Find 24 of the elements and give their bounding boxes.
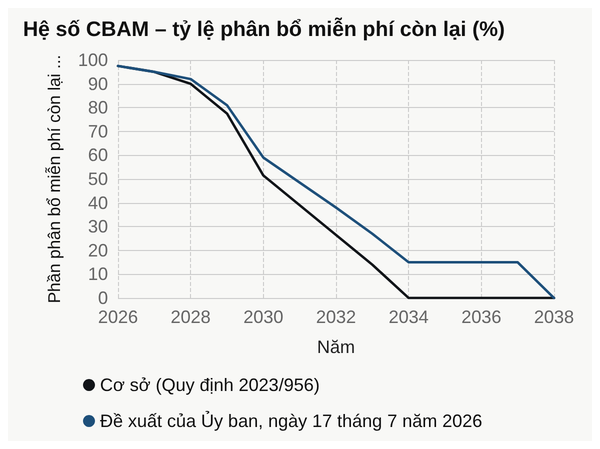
y-tick-label: 0 — [98, 288, 108, 308]
legend-label: Đề xuất của Ủy ban, ngày 17 tháng 7 năm 2026 — [100, 410, 482, 431]
legend-label: Cơ sở (Quy định 2023/956) — [100, 375, 320, 395]
y-tick-label: 60 — [88, 145, 108, 166]
x-axis-title: Năm — [316, 337, 356, 357]
y-tick-label: 100 — [78, 50, 108, 70]
y-tick-label: 80 — [88, 98, 108, 118]
y-tick-label: 10 — [88, 264, 108, 284]
y-tick-label: 90 — [88, 74, 108, 94]
x-tick-label: 2030 — [243, 307, 284, 327]
line-series — [116, 64, 556, 300]
y-tick-label: 30 — [88, 216, 108, 237]
x-tick-label: 2034 — [388, 307, 429, 327]
y-tick-label: 50 — [88, 169, 108, 189]
x-tick-label: 2032 — [316, 307, 356, 327]
x-tick-label: 2038 — [534, 307, 574, 327]
chart-title: Hệ số CBAM – tỷ lệ phân bổ miễn phí còn lại (%) — [23, 17, 505, 41]
y-axis-title: Phần phân bổ miễn phí còn lại ... — [45, 54, 64, 304]
x-tick-label: 2028 — [170, 307, 211, 327]
x-tick-label: 2036 — [461, 307, 502, 327]
x-tick-label: 2026 — [98, 307, 138, 327]
y-tick-label: 40 — [88, 192, 108, 213]
y-tick-label: 70 — [88, 121, 108, 142]
y-tick-label: 20 — [88, 240, 108, 260]
